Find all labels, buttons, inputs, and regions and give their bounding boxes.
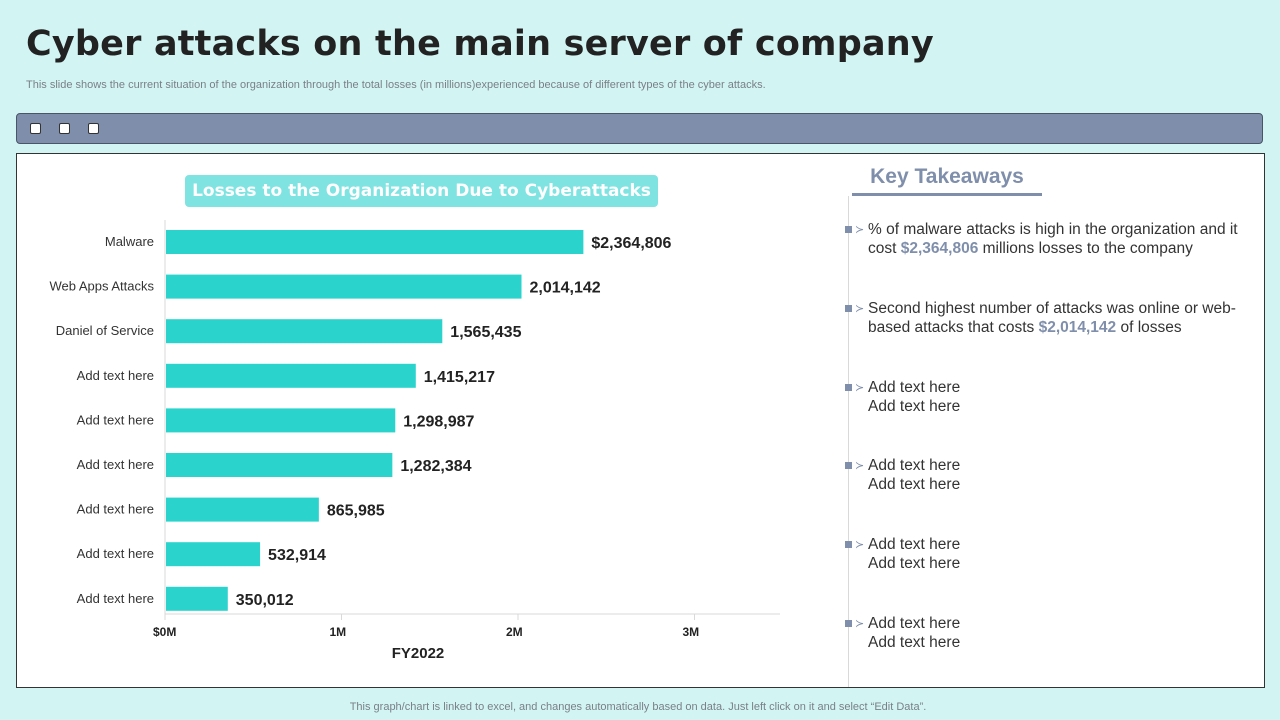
takeaway-text: millions losses to the company (978, 240, 1193, 257)
bullet-marker (845, 620, 852, 627)
x-tick-label: $0M (153, 625, 176, 639)
takeaway-item: ≻ Add text here Add text here (845, 456, 1245, 494)
bar (166, 542, 261, 567)
takeaways-timeline (848, 196, 849, 687)
takeaway-text: Add text here (868, 615, 961, 632)
bullet-marker (845, 384, 852, 391)
data-label: 1,415,217 (424, 369, 495, 386)
category-label: Add text here (77, 546, 154, 561)
takeaway-highlight: $2,364,806 (900, 240, 979, 257)
chevron-right-icon: ≻ (855, 460, 865, 472)
bar (166, 497, 319, 522)
data-label: 1,298,987 (403, 413, 474, 430)
category-label: Daniel of Service (56, 323, 154, 338)
data-label: 1,282,384 (400, 458, 471, 475)
bar (166, 586, 228, 611)
bar (166, 363, 416, 388)
takeaway-text: of losses (1116, 319, 1182, 336)
x-tick-label: 1M (330, 625, 347, 639)
category-label: Web Apps Attacks (49, 279, 154, 294)
data-label: 532,914 (268, 547, 326, 564)
takeaway-text: % of malware attacks is high in the orga… (868, 221, 1238, 257)
window-bar (16, 113, 1263, 144)
footer-note: This graph/chart is linked to excel, and… (349, 701, 927, 713)
x-tick-label: 2M (506, 625, 523, 639)
takeaway-highlight: $2,014,142 (1038, 319, 1117, 336)
bullet-marker (845, 226, 852, 233)
bullet-marker (845, 462, 852, 469)
bar (166, 408, 396, 433)
x-axis-label: FY2022 (391, 645, 445, 662)
data-label: 350,012 (236, 592, 294, 609)
key-takeaways-underline (852, 193, 1042, 196)
takeaway-text: Add text here (868, 379, 961, 396)
data-label: 2,014,142 (529, 280, 600, 297)
bullet-marker (845, 305, 852, 312)
chevron-right-icon: ≻ (855, 618, 865, 630)
bar (166, 230, 584, 254)
takeaway-text: Add text here (868, 476, 961, 493)
bar (166, 453, 393, 477)
takeaway-text: Second highest number of attacks was onl… (868, 300, 1236, 336)
takeaway-text: Add text here (868, 634, 961, 651)
x-tick-label: 3M (683, 625, 700, 639)
chevron-right-icon: ≻ (855, 382, 865, 394)
chart-title: Losses to the Organization Due to Cybera… (185, 175, 658, 207)
category-label: Malware (105, 234, 154, 249)
takeaway-item: ≻ Add text here Add text here (845, 378, 1245, 416)
page-subtitle: This slide shows the current situation o… (26, 79, 766, 91)
window-button-3[interactable] (88, 123, 99, 134)
data-label: $2,364,806 (591, 235, 671, 252)
data-label: 1,565,435 (450, 324, 521, 341)
bar (166, 274, 522, 299)
category-label: Add text here (77, 457, 154, 472)
bullet-marker (845, 541, 852, 548)
chevron-right-icon: ≻ (855, 539, 865, 551)
page-title: Cyber attacks on the main server of comp… (26, 24, 934, 64)
takeaway-item: ≻ Add text here Add text here (845, 614, 1245, 652)
category-label: Add text here (77, 412, 154, 427)
chevron-right-icon: ≻ (855, 224, 865, 236)
takeaway-text: Add text here (868, 555, 961, 572)
takeaway-text: Add text here (868, 536, 961, 553)
takeaway-text: Add text here (868, 457, 961, 474)
category-label: Add text here (77, 368, 154, 383)
key-takeaways-title: Key Takeaways (870, 165, 1024, 188)
chevron-right-icon: ≻ (855, 303, 865, 315)
category-label: Add text here (77, 591, 154, 606)
takeaway-item: ≻ Add text here Add text here (845, 535, 1245, 573)
window-button-2[interactable] (59, 123, 70, 134)
takeaway-text: Add text here (868, 398, 961, 415)
takeaway-item: ≻ % of malware attacks is high in the or… (845, 220, 1245, 258)
window-button-1[interactable] (30, 123, 41, 134)
takeaway-item: ≻ Second highest number of attacks was o… (845, 299, 1245, 337)
bar (166, 319, 443, 344)
data-label: 865,985 (327, 503, 385, 520)
category-label: Add text here (77, 502, 154, 517)
